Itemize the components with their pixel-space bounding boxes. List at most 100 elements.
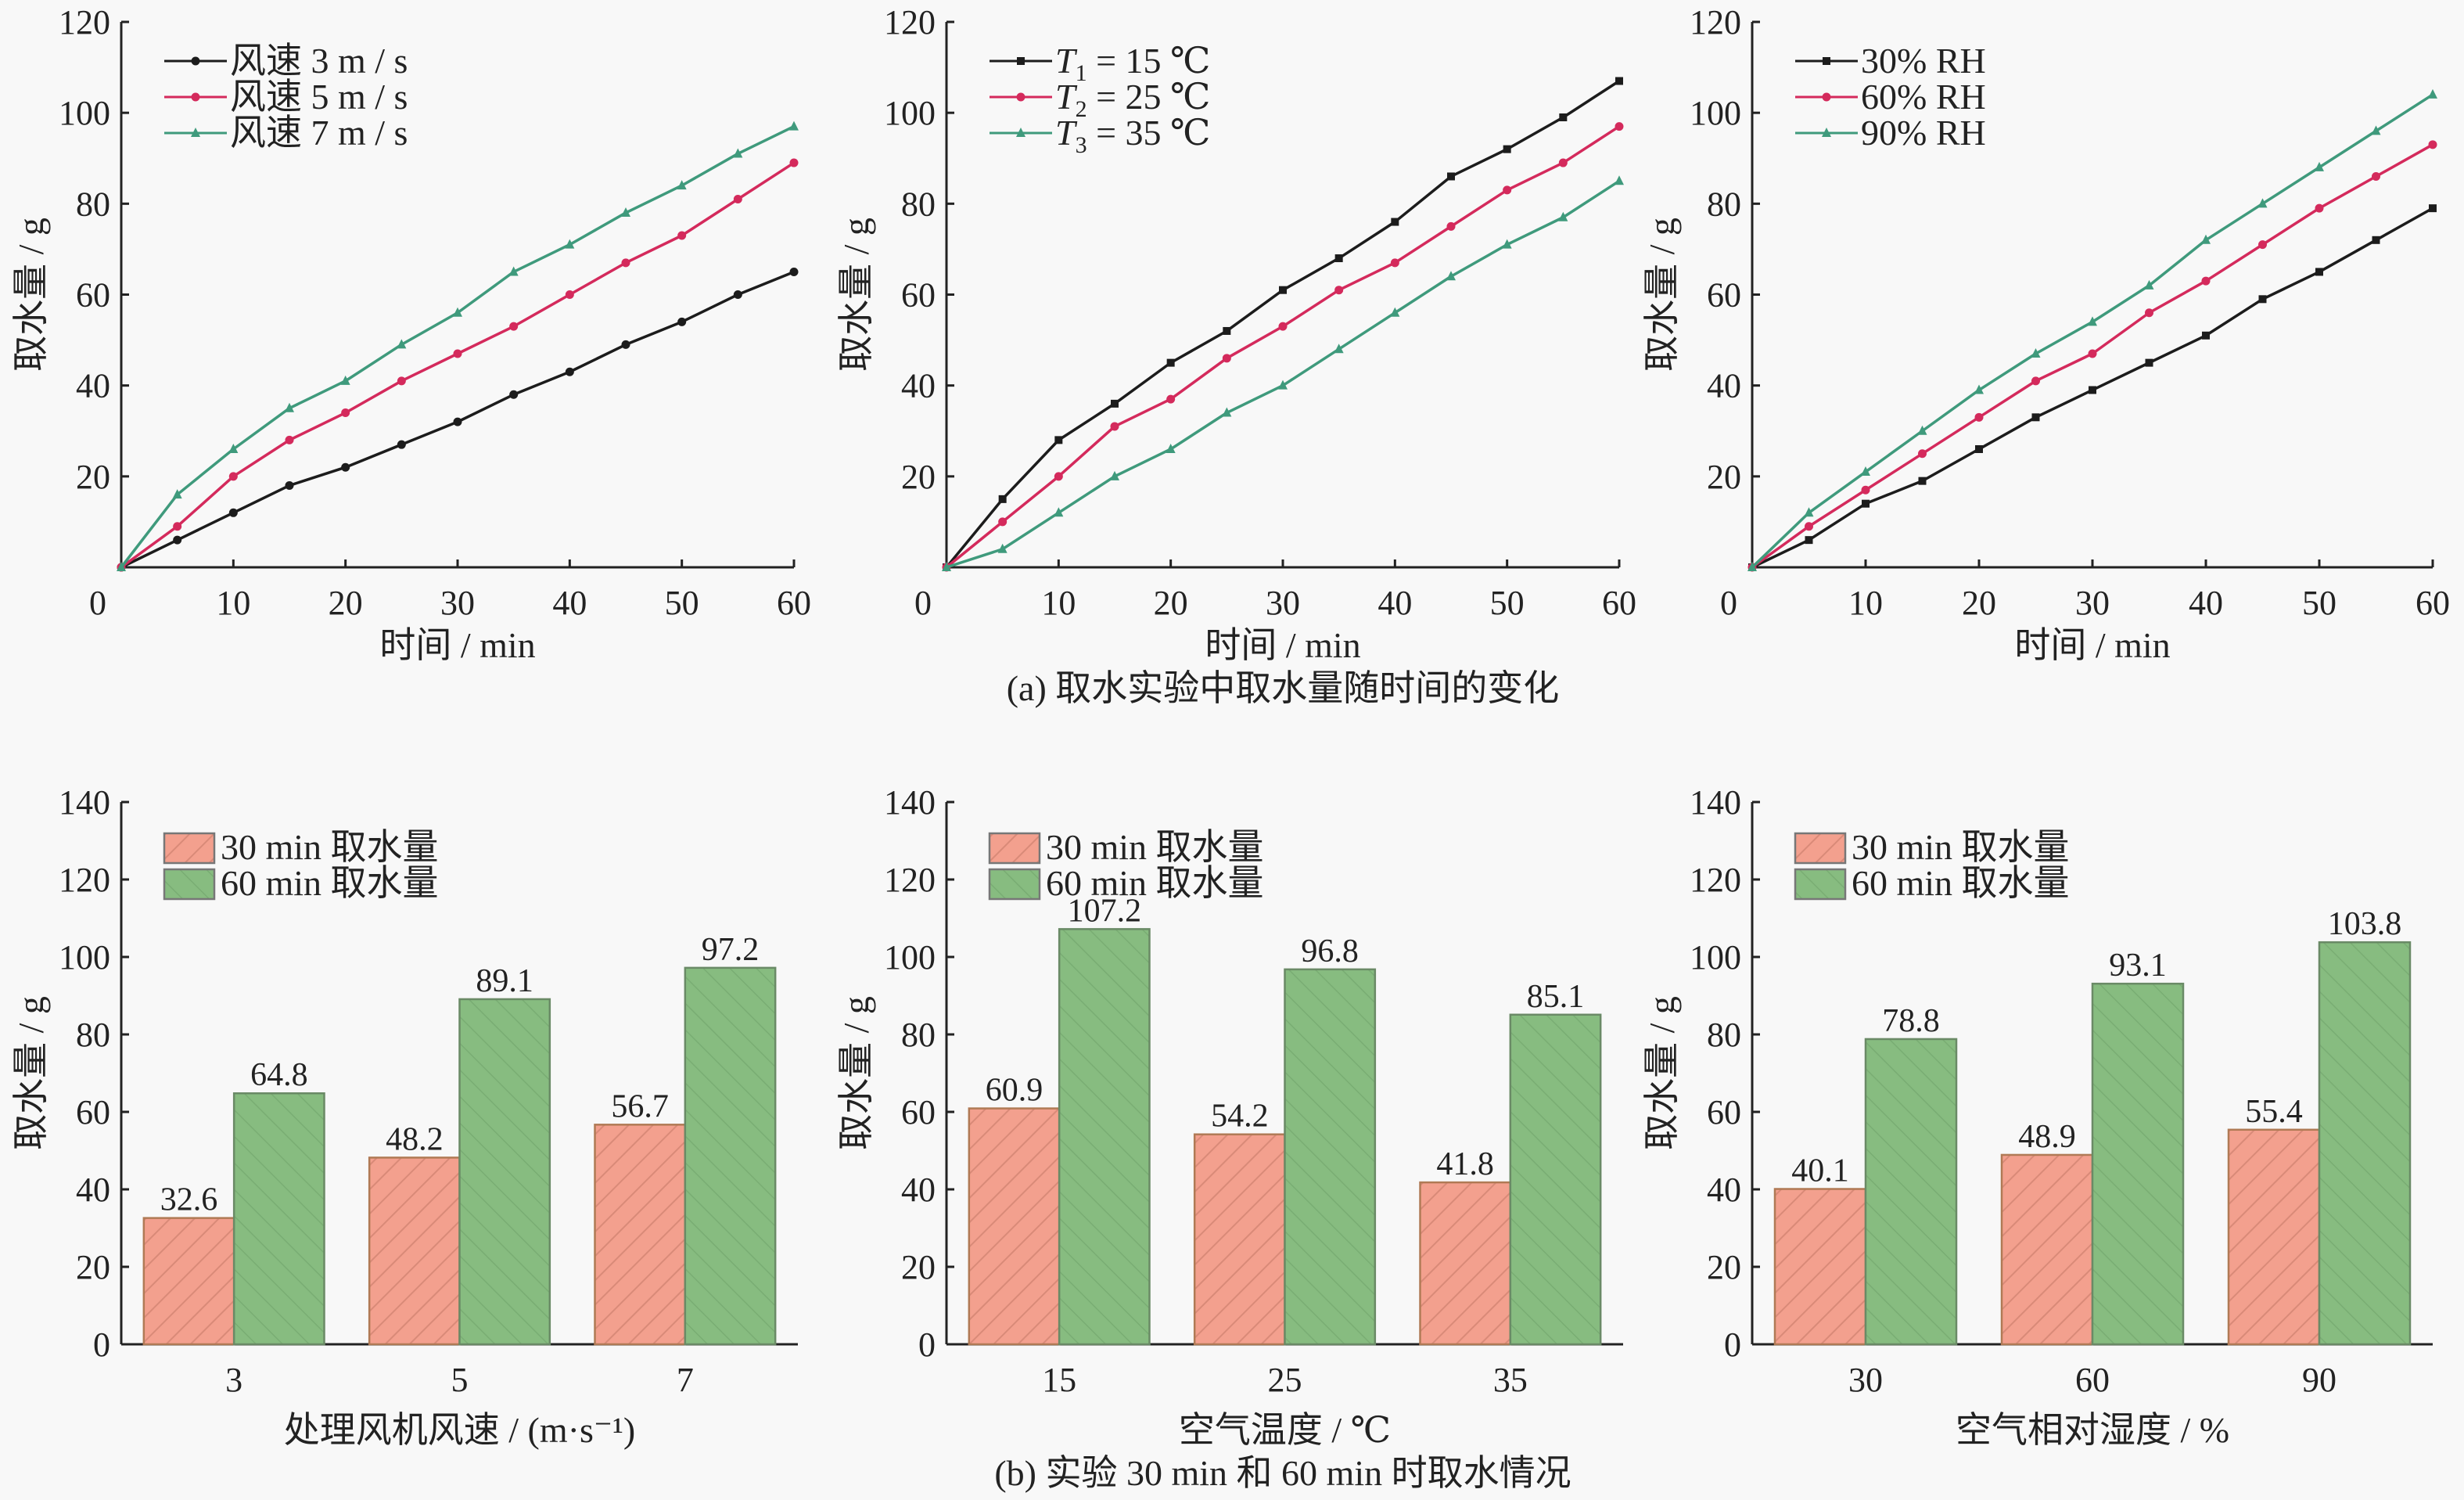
data-point	[173, 522, 182, 531]
chart-line-temp: 20 40 60 80 100 120 0 10 20 30 40 50 60 时间 / min 取水量 /…	[836, 3, 1636, 665]
legend-item: T1 = 15 ℃	[990, 41, 1211, 86]
data-point	[1503, 185, 1512, 195]
data-point	[1278, 379, 1288, 390]
data-label: 97.2	[702, 932, 760, 968]
legend-item: T3 = 35 ℃	[990, 113, 1211, 158]
data-point	[1223, 326, 1231, 335]
data-point	[1054, 436, 1063, 444]
x-tick-label: 40	[2189, 584, 2223, 622]
y-tick-label: 0	[93, 1326, 110, 1364]
y-tick-label: 20	[76, 458, 110, 496]
legend-label: 30 min 取水量	[1046, 827, 1264, 867]
bar-60min	[1864, 1038, 1958, 1346]
data-point	[172, 489, 182, 499]
data-point	[453, 349, 462, 358]
data-point	[1861, 466, 1870, 477]
legend-item: 60% RH	[1795, 77, 1986, 117]
data-point	[621, 258, 630, 268]
bar-60min	[2091, 982, 2185, 1346]
data-point	[677, 231, 687, 240]
series-0	[117, 267, 799, 572]
x-tick-label: 7	[677, 1361, 694, 1399]
data-point	[2428, 88, 2437, 99]
legend-item: 30% RH	[1795, 41, 1986, 81]
x-tick-label: 10	[216, 584, 250, 622]
legend-label: 60 min 取水量	[1046, 863, 1264, 903]
legend-item: 风速 7 m / s	[164, 113, 408, 153]
data-point	[1391, 218, 1399, 226]
x-tick-label: 30	[1266, 584, 1300, 622]
data-point	[789, 121, 799, 131]
data-point	[397, 339, 407, 349]
y-tick-label: 120	[1690, 3, 1741, 41]
data-label: 85.1	[1527, 979, 1585, 1015]
data-point	[2144, 279, 2154, 290]
data-point	[2258, 240, 2267, 250]
data-point	[733, 195, 742, 204]
y-tick-label: 140	[1690, 783, 1741, 822]
data-point	[1054, 507, 1064, 517]
data-label: 32.6	[160, 1182, 218, 1218]
x-axis-title: 时间 / min	[379, 625, 535, 665]
data-point	[117, 562, 126, 571]
legend-marker	[1822, 92, 1831, 102]
legend-label: 60 min 取水量	[1852, 863, 2070, 903]
caption-a: (a) 取水实验中取水量随时间的变化	[1007, 668, 1560, 708]
legend-label: 60 min 取水量	[221, 863, 439, 903]
data-point	[621, 340, 630, 349]
data-label: 107.2	[1068, 893, 1142, 929]
series-1	[1747, 140, 2437, 572]
data-point	[1558, 211, 1568, 221]
y-tick-label: 60	[1707, 276, 1741, 315]
data-point	[1805, 522, 1813, 531]
y-axis-title: 取水量 / g	[11, 218, 51, 372]
y-tick-label: 40	[901, 367, 936, 405]
data-point	[1917, 425, 1927, 435]
x-tick-label: 5	[451, 1361, 469, 1399]
legend-item: 风速 3 m / s	[164, 41, 408, 81]
y-tick-label: 20	[1707, 1248, 1741, 1286]
legend-item: 90% RH	[1795, 113, 1986, 153]
data-point	[2372, 171, 2380, 181]
x-tick-label: 20	[1962, 584, 1996, 622]
data-point	[942, 562, 951, 571]
series-2	[942, 175, 1624, 571]
data-point	[1747, 562, 1757, 571]
series-line	[945, 125, 1620, 569]
data-point	[2201, 276, 2211, 286]
chart-line-wind: 20 40 60 80 100 120 0 10 20 30 40 50 60 时间 / min 取水量 /…	[11, 3, 811, 665]
legend-item: T2 = 25 ℃	[990, 77, 1211, 122]
legend-label: 30% RH	[1861, 41, 1986, 81]
data-label: 41.8	[1436, 1146, 1494, 1182]
x-axis-title: 时间 / min	[2014, 625, 2170, 665]
data-point	[2202, 331, 2210, 340]
legend-item: 60 min 取水量	[988, 863, 1264, 903]
data-label: 48.2	[386, 1121, 444, 1157]
series-0	[943, 77, 1623, 571]
legend-item: 30 min 取水量	[163, 827, 439, 867]
series-0	[1748, 204, 2437, 571]
x-tick-label: 15	[1042, 1361, 1076, 1399]
y-tick-label: 80	[1707, 185, 1741, 223]
data-point	[228, 508, 238, 517]
y-tick-label: 100	[884, 94, 936, 132]
data-point	[1918, 449, 1927, 459]
data-label: 96.8	[1301, 933, 1359, 969]
x-tick-label: 60	[1602, 584, 1636, 622]
data-point	[2089, 386, 2096, 394]
legend-marker	[191, 56, 200, 66]
legend-label: 60% RH	[1861, 77, 1986, 117]
y-tick-label: 80	[901, 1016, 936, 1054]
data-label: 78.8	[1882, 1003, 1940, 1039]
data-point	[508, 266, 519, 276]
data-point	[1918, 477, 1927, 485]
legend-item: 60 min 取水量	[1794, 863, 2070, 903]
x-tick-label: 0	[1720, 584, 1737, 622]
y-tick-label: 20	[76, 1248, 110, 1286]
data-point	[228, 443, 239, 453]
x-tick-label: 60	[2075, 1361, 2110, 1399]
data-point	[998, 495, 1007, 503]
bar-60min	[1284, 968, 1377, 1346]
legend-swatch	[1794, 832, 1847, 865]
data-point	[1279, 286, 1287, 294]
